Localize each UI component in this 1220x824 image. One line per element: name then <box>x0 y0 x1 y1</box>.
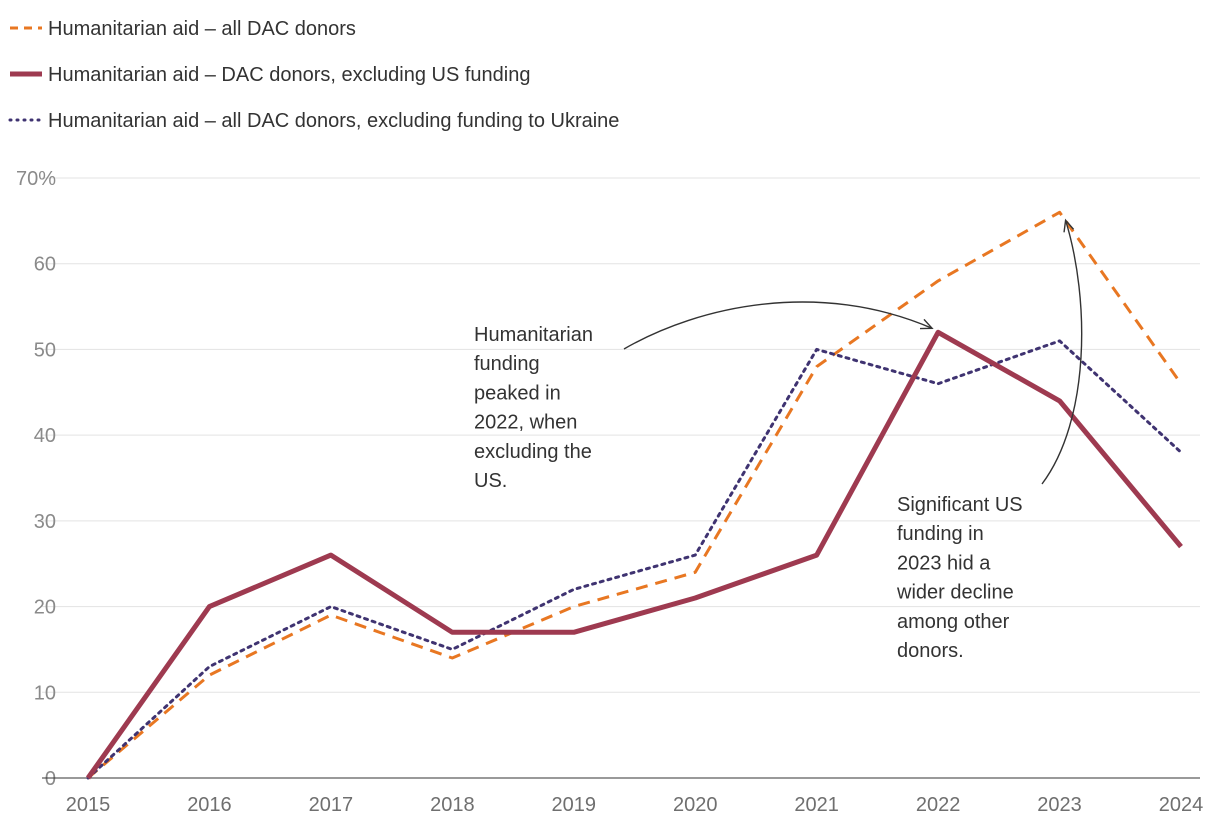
x-tick-label: 2021 <box>794 794 839 816</box>
legend-label: Humanitarian aid – all DAC donors <box>48 18 356 40</box>
y-tick-label: 60 <box>34 254 56 276</box>
annotation-2-line: donors. <box>897 640 964 662</box>
grid <box>42 177 1200 693</box>
annotation-1-line: 2022, when <box>474 412 577 434</box>
annotation-1-line: funding <box>474 353 540 375</box>
annotation-2-line: wider decline <box>896 582 1014 604</box>
x-tick-label: 2016 <box>187 794 232 816</box>
legend: Humanitarian aid – all DAC donors Humanit… <box>8 18 619 132</box>
annotation-2-line: 2023 hid a <box>897 552 991 574</box>
annotation-2-arrow <box>1041 218 1083 485</box>
x-tick-label: 2018 <box>430 794 475 816</box>
y-tick-label: 40 <box>34 425 56 447</box>
annotation-2-line: among other <box>897 611 1010 633</box>
y-tick-label: 10 <box>34 682 56 704</box>
legend-label: Humanitarian aid – all DAC donors, exclu… <box>48 110 619 132</box>
legend-label: Humanitarian aid – DAC donors, excluding… <box>48 64 531 86</box>
x-tick-label: 2015 <box>66 794 111 816</box>
annotation-2-line: Significant US <box>897 494 1023 516</box>
y-tick-label: 20 <box>34 597 56 619</box>
x-tick-label: 2020 <box>673 794 718 816</box>
y-axis: 0 10 20 30 40 50 60 70% <box>16 168 1200 790</box>
y-tick-label: 70% <box>16 168 56 190</box>
x-tick-label: 2017 <box>309 794 354 816</box>
annotations: Humanitarian funding peaked in 2022, when ex… <box>474 218 1083 662</box>
series-line-excluding-us <box>85 329 1183 780</box>
annotation-1-line: peaked in <box>474 382 561 404</box>
x-tick-label: 2024 <box>1159 794 1204 816</box>
y-tick-label: 30 <box>34 511 56 533</box>
series-group <box>85 210 1183 780</box>
x-tick-label: 2022 <box>916 794 961 816</box>
x-axis: 2015 2016 2017 2018 2019 2020 2021 2022 2023 2024 <box>66 794 1204 816</box>
y-tick-label: 0 <box>45 768 56 790</box>
annotation-1-arrow <box>623 301 934 350</box>
x-tick-label: 2019 <box>552 794 597 816</box>
x-tick-label: 2023 <box>1037 794 1082 816</box>
y-tick-label: 50 <box>34 339 56 361</box>
annotation-1-line: Humanitarian <box>474 324 593 346</box>
annotation-1-line: excluding the <box>474 441 592 463</box>
series-line-all-dac <box>87 210 1183 780</box>
series-line-excluding-ukraine <box>86 339 1183 780</box>
annotation-2-line: funding in <box>897 523 984 545</box>
annotation-1-line: US. <box>474 470 507 492</box>
